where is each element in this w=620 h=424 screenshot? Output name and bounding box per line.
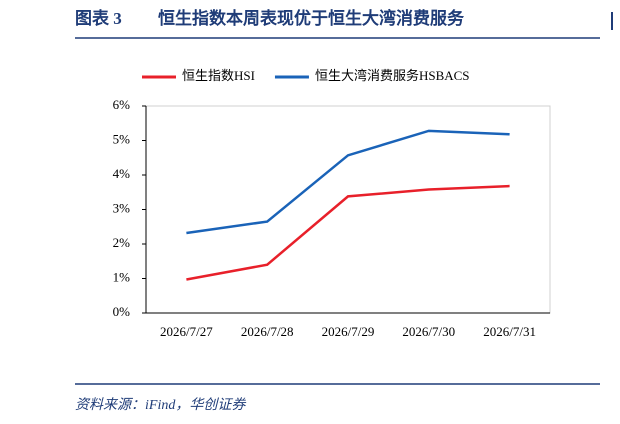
y-tick-label: 4% [113,166,131,181]
x-tick-label: 2026/7/27 [160,324,213,339]
y-tick-label: 0% [113,304,131,319]
y-tick-label: 2% [113,235,131,250]
series-line [186,184,510,281]
y-tick-label: 3% [113,200,131,215]
y-tick-label: 1% [113,269,131,284]
x-tick-label: 2026/7/29 [322,324,375,339]
chart-title: 恒生指数本周表现优于恒生大湾消费服务 [158,8,465,28]
x-tick-label: 2026/7/31 [483,324,536,339]
legend-label: 恒生大湾消费服务HSBACS [315,68,470,83]
series-line [186,129,510,235]
plot-frame [145,105,551,314]
x-tick-label: 2026/7/30 [402,324,455,339]
figure-label: 图表 3 [75,8,122,28]
y-tick-label: 5% [113,131,131,146]
y-tick-label: 6% [113,97,131,112]
x-tick-label: 2026/7/28 [241,324,294,339]
legend-label: 恒生指数HSI [182,68,255,83]
source: 资料来源：iFind，华创证券 [75,397,246,413]
